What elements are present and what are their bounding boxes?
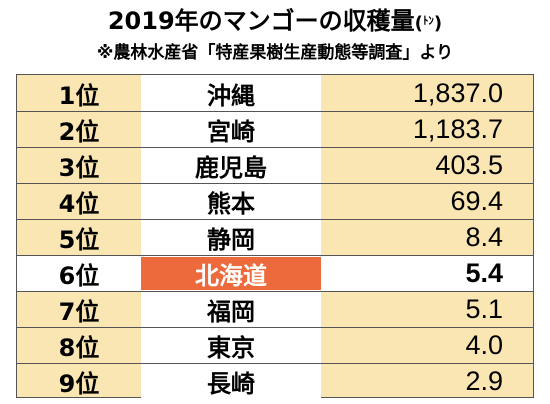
table-row: 3位 鹿児島 403.5: [17, 147, 533, 183]
source-note: ※農林水産省「特産果樹生産動態等調査」より: [96, 43, 454, 63]
title-unit-close: ): [433, 13, 443, 34]
value-cell: 403.5: [435, 150, 503, 180]
value-cell: 4.0: [465, 330, 503, 360]
prefecture-cell: 熊本: [141, 184, 321, 219]
prefecture-cell: 宮崎: [141, 112, 321, 147]
rank-cell: 7位: [58, 298, 100, 326]
table-row: 7位 福岡 5.1: [17, 291, 533, 327]
rank-cell: 3位: [58, 154, 100, 182]
rank-cell: 8位: [58, 334, 100, 362]
rank-cell: 2位: [58, 118, 100, 146]
table-row: 9位 長崎 2.9: [17, 363, 533, 399]
value-cell: 5.4: [465, 258, 503, 288]
title-unit-open: (: [414, 13, 423, 34]
table-row-highlighted: 6位 北海道 5.4: [17, 255, 533, 291]
value-cell: 5.1: [465, 294, 503, 324]
rank-cell: 5位: [58, 226, 100, 254]
rank-cell: 1位: [58, 81, 100, 110]
title-main: 2019年のマンゴーの収穫量: [107, 7, 415, 35]
table-row: 4位 熊本 69.4: [17, 183, 533, 219]
prefecture-cell: 東京: [141, 328, 321, 363]
prefecture-cell: 福岡: [141, 292, 321, 327]
page-title: 2019年のマンゴーの収穫量(ﾄﾝ): [0, 6, 550, 39]
rank-cell: 6位: [58, 262, 100, 290]
rank-cell: 9位: [58, 370, 100, 398]
prefecture-cell: 鹿児島: [141, 148, 321, 183]
table-row: 8位 東京 4.0: [17, 327, 533, 363]
prefecture-cell-highlighted: 北海道: [141, 257, 321, 290]
value-cell: 69.4: [450, 186, 503, 216]
value-cell: 1,183.7: [412, 114, 503, 144]
table-row: 5位 静岡 8.4: [17, 219, 533, 255]
rank-cell: 4位: [58, 190, 100, 218]
prefecture-cell: 長崎: [141, 364, 321, 399]
prefecture-cell: 沖縄: [141, 75, 321, 111]
value-cell: 8.4: [465, 222, 503, 252]
value-cell: 2.9: [465, 366, 503, 396]
ranking-table: 1位 沖縄 1,837.0 2位 宮崎 1,183.7 3位 鹿児島 403.5…: [16, 74, 534, 399]
table-row: 1位 沖縄 1,837.0: [17, 75, 533, 111]
value-cell: 1,837.0: [412, 77, 503, 108]
title-unit: ﾄﾝ: [422, 14, 434, 27]
prefecture-cell: 静岡: [141, 220, 321, 255]
table-row: 2位 宮崎 1,183.7: [17, 111, 533, 147]
